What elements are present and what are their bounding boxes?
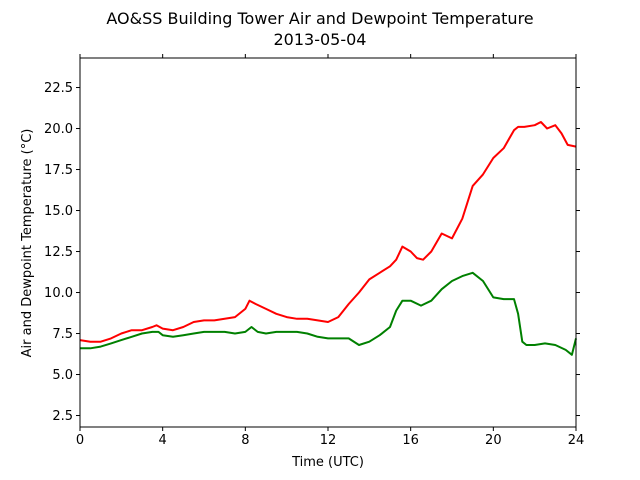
y-tick-label: 10.0 [44,286,73,301]
x-axis-label: Time (UTC) [291,455,364,470]
y-tick-label: 15.0 [44,204,73,219]
plot-area: 0 4 8 12 16 20 24 2.5 5.0 7.5 10.0 12.5 15.0 17.5 20.0… [44,54,584,448]
y-tick-label: 2.5 [52,409,73,424]
y-tick-label: 5.0 [52,368,73,383]
y-tick-label: 12.5 [44,245,73,260]
x-tick-label: 0 [76,433,84,448]
y-axis-label: Air and Dewpoint Temperature (°C) [20,129,35,358]
x-tick-label: 12 [320,433,337,448]
y-tick-label: 22.5 [44,81,73,96]
y-tick-label: 7.5 [52,327,73,342]
series-line-0 [79,121,577,343]
chart-subtitle: 2013-05-04 [274,30,367,49]
y-tick-label: 20.0 [44,122,73,137]
chart-title: AO&SS Building Tower Air and Dewpoint Te… [106,9,533,28]
x-tick-label: 4 [159,433,167,448]
x-tick-label: 8 [241,433,249,448]
series-line-1 [80,271,577,356]
x-tick-label: 16 [402,433,419,448]
x-tick-label: 20 [485,433,502,448]
y-tick-label: 17.5 [44,163,73,178]
x-tick-label: 24 [568,433,585,448]
